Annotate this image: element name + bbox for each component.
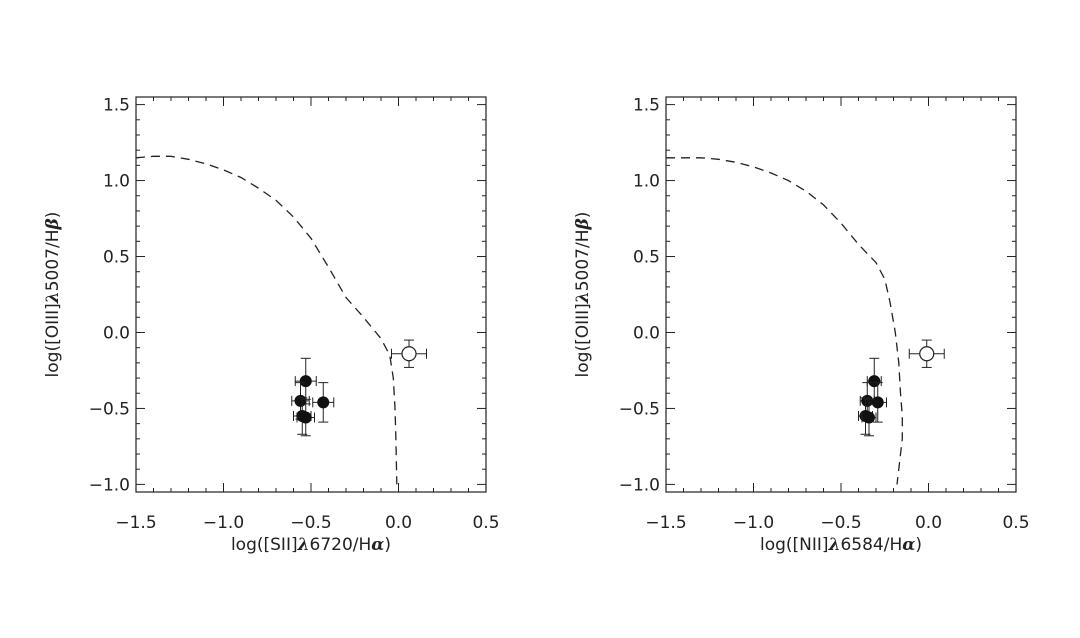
panel-0-filled-circle-marker <box>317 396 330 409</box>
panel-1-filled-circle-marker <box>871 396 884 409</box>
panel-0-x-tick-label: 0.0 <box>385 513 412 533</box>
panel-1-y-tick-label: −0.5 <box>619 399 660 419</box>
panel-0-filled-circle-marker <box>299 411 312 424</box>
panel-1-filled-circle-marker <box>863 411 875 424</box>
panel-1-x-tick-label: −1.0 <box>733 513 774 533</box>
panel-1-y-tick-label: 0.5 <box>633 248 660 268</box>
panel-1-x-tick-label: 0.0 <box>915 513 942 533</box>
panel-0-plot-frame <box>135 96 487 493</box>
panel-1-y-tick-label: 1.5 <box>633 96 660 116</box>
panel-nii-diagram: −1.5 −1.0 −0.5 0.0 0.51.51.00.50.0−0.5−1.0lo… <box>573 96 1030 555</box>
panel-1-series-0-point-4 <box>861 398 877 437</box>
panel-0-x-tick-label: 0.5 <box>472 513 499 533</box>
panel-0-series-0-point-2 <box>312 382 335 423</box>
panel-0-x-tick-label: −1.0 <box>203 513 244 533</box>
panel-1-plot-frame <box>665 96 1017 493</box>
panel-1-x-tick-label: −0.5 <box>820 513 861 533</box>
panel-1-y-tick-label: 1.0 <box>633 172 660 192</box>
panel-0-y-tick-label: 0.5 <box>103 248 130 268</box>
panel-1-y-tick-label: 0.0 <box>633 323 660 343</box>
panel-0-filled-circle-marker <box>294 394 307 407</box>
panel-0-x-axis-label: log([SII]λ6720/Hα) <box>231 535 391 555</box>
panel-0-series-1-point-0 <box>391 339 427 368</box>
panel-1-filled-circle-marker <box>861 394 874 407</box>
panel-0-y-tick-label: −0.5 <box>89 399 130 419</box>
panel-1-y-tick-label: −1.0 <box>619 475 660 495</box>
panel-sii-diagram: −1.5 −1.0 −0.5 0.0 0.51.51.00.50.0−0.5−1.0lo… <box>43 96 500 555</box>
panel-0-filled-circle-marker <box>299 375 312 388</box>
panel-0-y-tick-label: 1.0 <box>103 172 130 192</box>
panel-1-open-circle-marker <box>919 346 935 362</box>
panel-1-filled-circle-marker <box>868 375 881 388</box>
panel-1-x-tick-label: −1.5 <box>645 513 686 533</box>
panel-1-series-1-point-0 <box>908 339 945 368</box>
panel-0-x-tick-label: −0.5 <box>290 513 331 533</box>
panel-0-y-tick-label: 1.5 <box>103 96 130 116</box>
panel-0-demarcation-curve <box>136 155 398 485</box>
panel-0-open-circle-marker <box>401 346 417 362</box>
panel-1-x-tick-label: 0.5 <box>1002 513 1029 533</box>
panel-1-y-axis-label: log([OIII]λ5007/Hβ) <box>573 212 593 378</box>
panel-0-series-0-point-4 <box>296 398 315 437</box>
panel-0-y-axis-label: log([OIII]λ5007/Hβ) <box>43 212 63 378</box>
panel-0-x-tick-label: −1.5 <box>115 513 156 533</box>
panel-0-y-tick-label: 0.0 <box>103 323 130 343</box>
panel-0-y-tick-label: −1.0 <box>89 475 130 495</box>
panel-1-x-axis-label: log([NII]λ6584/Hα) <box>760 535 922 555</box>
